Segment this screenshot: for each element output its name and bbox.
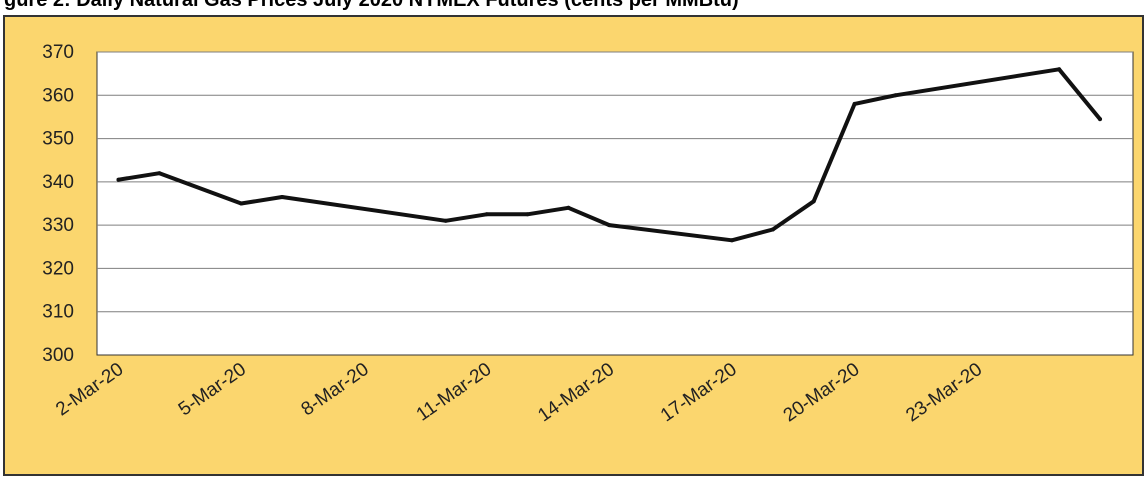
y-axis-ticks: 300 310 320 330 340 350 360 370	[42, 42, 74, 366]
y-tick-label: 360	[42, 85, 74, 106]
data-point	[157, 171, 162, 176]
data-point	[729, 238, 734, 243]
figure-caption: gure 2: Daily Natural Gas Prices July 20…	[0, 0, 1147, 14]
y-tick-label: 300	[42, 345, 74, 366]
y-tick-label: 370	[42, 42, 74, 63]
figure-caption-text: gure 2: Daily Natural Gas Prices July 20…	[4, 0, 739, 11]
y-tick-label: 320	[42, 258, 74, 279]
data-point	[852, 101, 857, 106]
data-point	[443, 218, 448, 223]
data-point	[239, 201, 244, 206]
data-point	[484, 212, 489, 217]
gridlines	[97, 51, 1133, 313]
data-point	[893, 93, 898, 98]
data-point	[566, 205, 571, 210]
y-tick-label: 340	[42, 172, 74, 193]
data-point	[607, 223, 612, 228]
data-point	[280, 195, 285, 199]
data-point	[525, 212, 530, 217]
data-point	[811, 199, 816, 204]
plot-area	[96, 51, 1134, 356]
data-point	[1057, 67, 1062, 72]
series-line	[116, 67, 1102, 243]
y-tick-label: 350	[42, 129, 74, 150]
data-point	[116, 177, 121, 182]
y-tick-label: 330	[42, 215, 74, 236]
data-point	[1098, 117, 1102, 122]
series-layer	[116, 67, 1102, 243]
data-point	[770, 227, 775, 232]
y-tick-label: 310	[42, 302, 74, 323]
